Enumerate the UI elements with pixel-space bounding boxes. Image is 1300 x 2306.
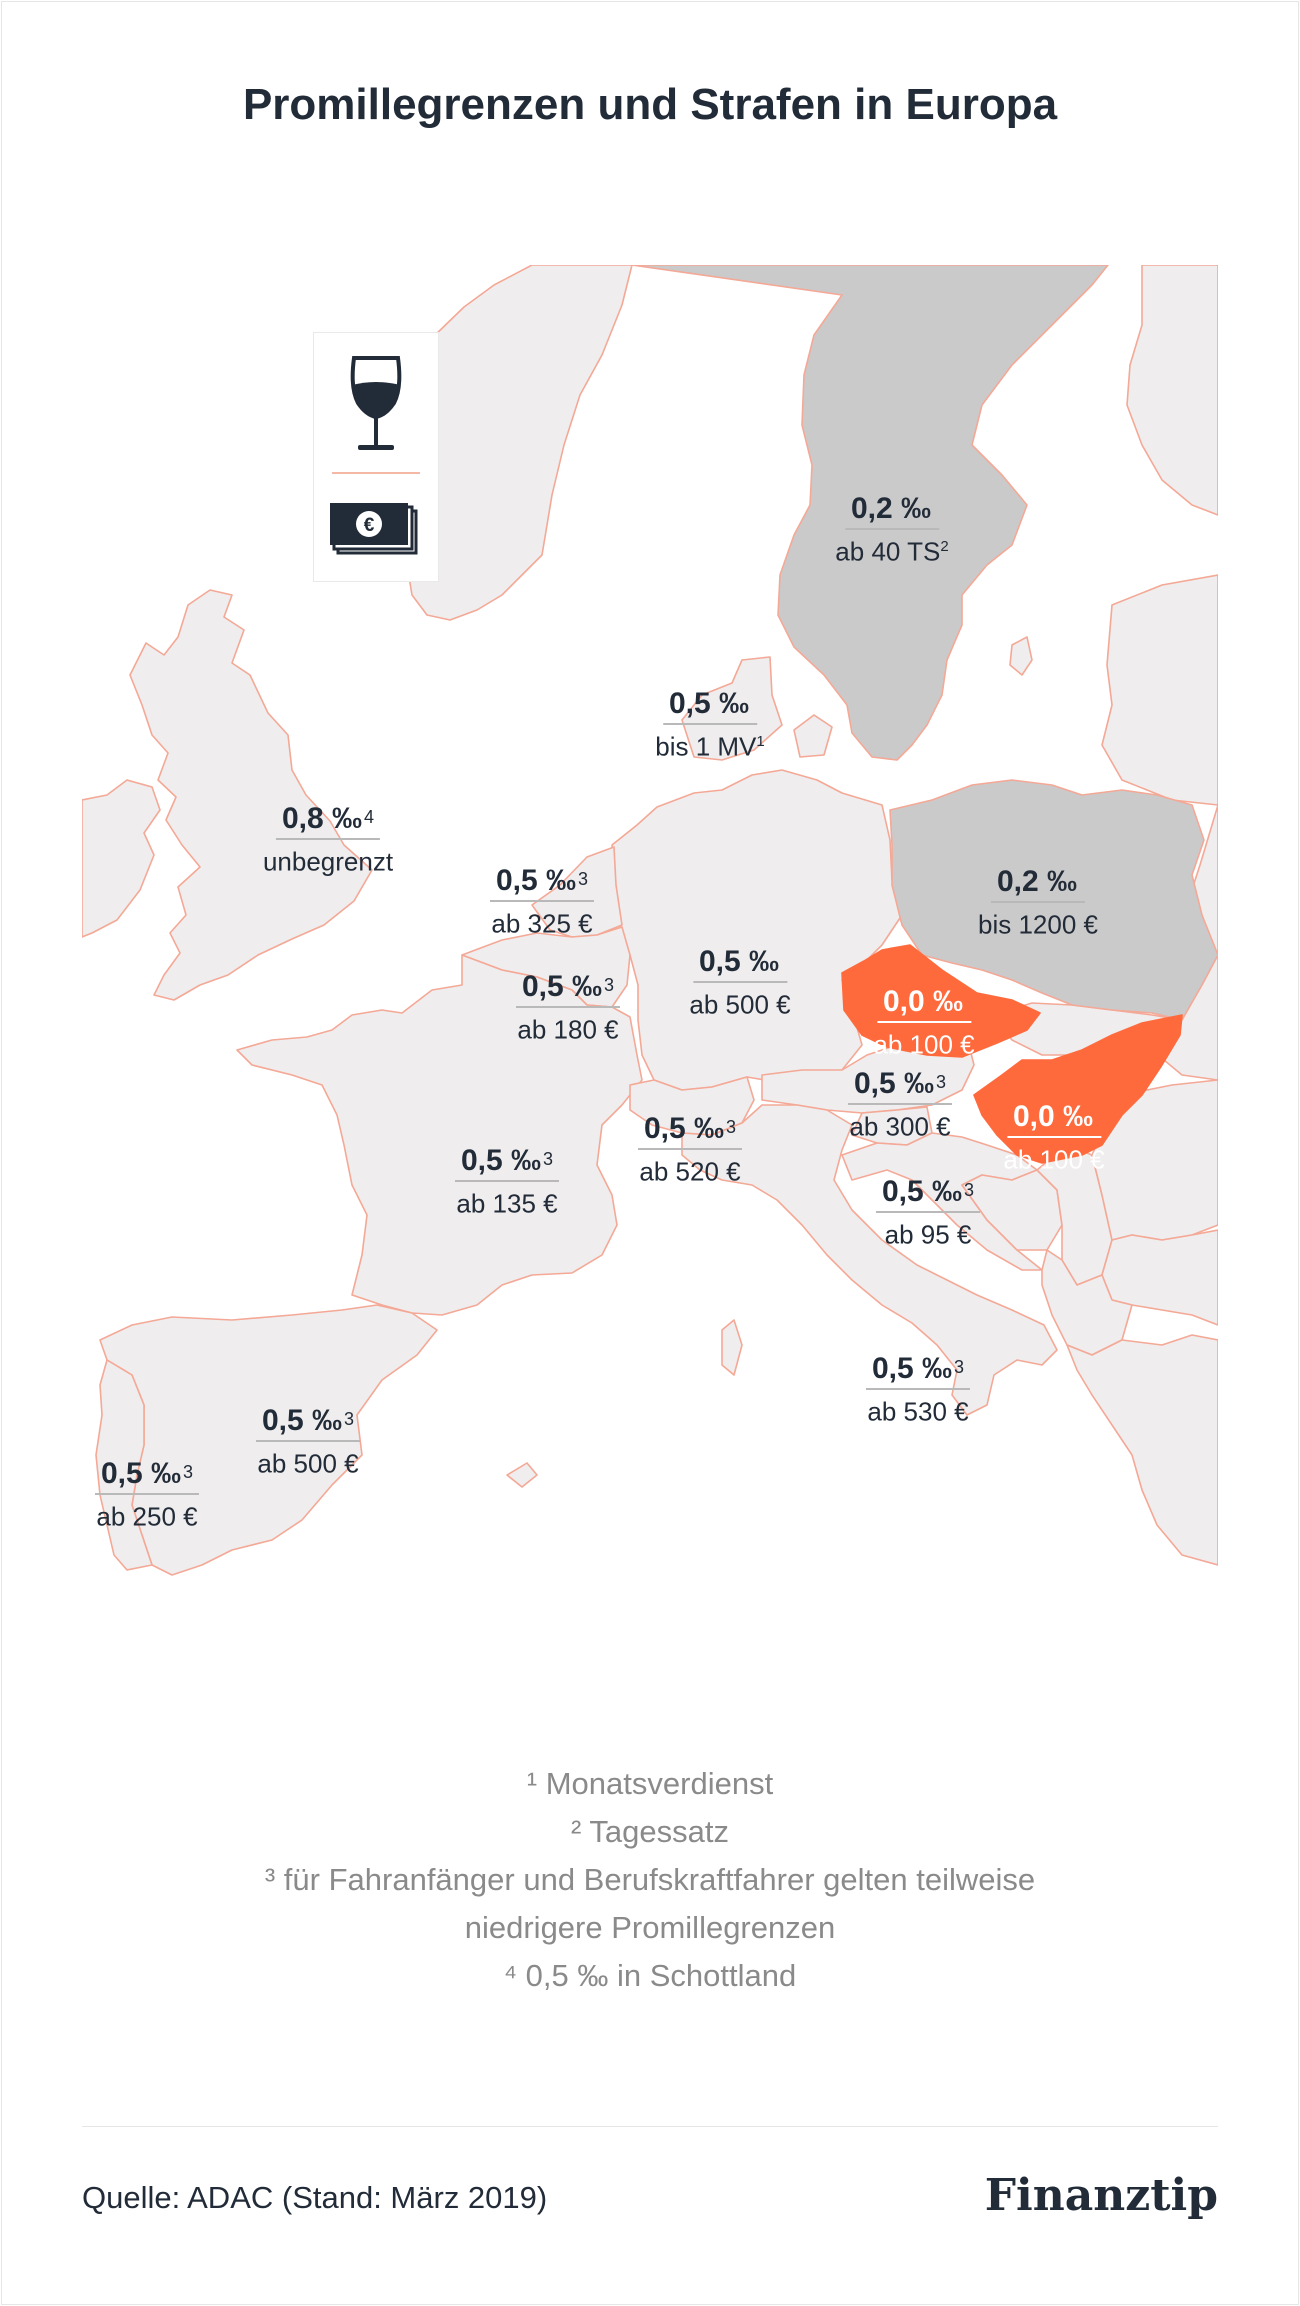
penalty-france: ab 135 € <box>456 1188 558 1219</box>
penalty-netherlands: ab 325 € <box>491 908 593 939</box>
land-sweden <box>631 265 1109 761</box>
land-corsica <box>721 1319 743 1376</box>
limit-poland: 0,2 ‰ <box>990 863 1086 903</box>
land-gotland <box>1009 636 1033 676</box>
limit-croatia: 0,5 ‰ 3 <box>875 1173 981 1213</box>
penalty-austria: ab 300 € <box>849 1111 951 1142</box>
penalty-belgium: ab 180 € <box>517 1014 619 1045</box>
limit-hungary: 0,0 ‰ <box>1006 1098 1102 1138</box>
label-denmark: 0,5 ‰ bis 1 MV1 <box>655 685 765 764</box>
brand-logo: Finanztip <box>984 2170 1218 2221</box>
land-france <box>236 954 643 1316</box>
limit-sweden: 0,2 ‰ <box>844 490 940 530</box>
footnotes: ¹ Monatsverdienst ² Tagessatz ³ für Fahr… <box>0 1760 1300 2000</box>
limit-great-britain: 0,8 ‰ 4 <box>275 800 381 840</box>
label-hungary: 0,0 ‰ ab 100 € <box>1003 1098 1104 1177</box>
penalty-poland: bis 1200 € <box>978 909 1098 940</box>
land-balearics <box>506 1462 538 1488</box>
limit-germany: 0,5 ‰ <box>692 943 788 983</box>
label-italy: 0,5 ‰ 3 ab 530 € <box>865 1350 971 1429</box>
label-great-britain: 0,8 ‰ 4 unbegrenzt <box>263 800 393 879</box>
limit-belgium: 0,5 ‰ 3 <box>515 968 621 1008</box>
svg-text:€: € <box>364 515 375 536</box>
footnote-3-continued: niedrigere Promillegrenzen <box>464 1910 836 1945</box>
land-great-britain <box>129 589 373 1001</box>
limit-portugal: 0,5 ‰ 3 <box>94 1455 200 1495</box>
land-netherlands <box>531 846 623 938</box>
limit-france: 0,5 ‰ 3 <box>454 1142 560 1182</box>
label-croatia: 0,5 ‰ 3 ab 95 € <box>875 1173 981 1252</box>
land-ireland <box>82 779 161 938</box>
label-austria: 0,5 ‰ 3 ab 300 € <box>847 1065 953 1144</box>
map-svg <box>82 265 1218 1576</box>
penalty-czech-republic: ab 100 € <box>873 1029 975 1060</box>
penalty-italy: ab 530 € <box>867 1396 969 1427</box>
penalty-croatia: ab 95 € <box>884 1219 972 1250</box>
limit-spain: 0,5 ‰ 3 <box>255 1402 361 1442</box>
label-sweden: 0,2 ‰ ab 40 TS2 <box>835 490 948 569</box>
land-danish-islands <box>793 714 833 758</box>
land-finland <box>1126 265 1218 516</box>
footer-divider <box>82 2126 1218 2127</box>
land-greece <box>1066 1334 1218 1566</box>
label-france: 0,5 ‰ 3 ab 135 € <box>454 1142 560 1221</box>
penalty-germany: ab 500 € <box>689 989 791 1020</box>
footnote-2: ² Tagessatz <box>571 1814 729 1849</box>
footnote-1: ¹ Monatsverdienst <box>526 1766 774 1801</box>
label-netherlands: 0,5 ‰ 3 ab 325 € <box>489 862 595 941</box>
land-switzerland <box>629 1076 755 1136</box>
limit-czech-republic: 0,0 ‰ <box>876 983 972 1023</box>
penalty-spain: ab 500 € <box>257 1448 359 1479</box>
penalty-great-britain: unbegrenzt <box>262 846 394 877</box>
label-switzerland: 0,5 ‰ 3 ab 520 € <box>637 1110 743 1189</box>
wine-glass-icon <box>350 356 402 450</box>
page-title: Promillegrenzen und Strafen in Europa <box>242 80 1058 129</box>
limit-austria: 0,5 ‰ 3 <box>847 1065 953 1105</box>
penalty-hungary: ab 100 € <box>1003 1144 1105 1175</box>
limit-netherlands: 0,5 ‰ 3 <box>489 862 595 902</box>
penalty-portugal: ab 250 € <box>96 1501 198 1532</box>
europe-map: 0,2 ‰ ab 40 TS2 0,5 ‰ bis 1 MV1 0,8 ‰ 4 u… <box>82 265 1218 1625</box>
land-czech-republic <box>841 944 1041 1058</box>
land-italy <box>681 1104 1058 1416</box>
limit-switzerland: 0,5 ‰ 3 <box>637 1110 743 1150</box>
limit-denmark: 0,5 ‰ <box>662 685 758 725</box>
source-note: Quelle: ADAC (Stand: März 2019) <box>82 2180 548 2215</box>
penalty-sweden: ab 40 TS2 <box>835 536 949 567</box>
land-denmark <box>681 656 783 761</box>
label-portugal: 0,5 ‰ 3 ab 250 € <box>94 1455 200 1534</box>
label-germany: 0,5 ‰ ab 500 € <box>689 943 790 1022</box>
map-legend: € <box>313 332 439 582</box>
limit-italy: 0,5 ‰ 3 <box>865 1350 971 1390</box>
money-bills-euro-icon: € <box>330 503 418 555</box>
legend-separator <box>332 472 420 474</box>
land-poland <box>889 779 1218 1021</box>
label-czech-republic: 0,0 ‰ ab 100 € <box>873 983 974 1062</box>
label-poland: 0,2 ‰ bis 1200 € <box>978 863 1098 942</box>
label-belgium-luxembourg: 0,5 ‰ 3 ab 180 € <box>515 968 621 1047</box>
land-hungary <box>973 1014 1183 1164</box>
penalty-denmark: bis 1 MV1 <box>655 731 765 762</box>
land-baltics <box>1101 574 1218 806</box>
footnote-3: ³ für Fahranfänger und Berufskraftfahrer… <box>264 1862 1036 1897</box>
penalty-switzerland: ab 520 € <box>639 1156 741 1187</box>
land-portugal <box>95 1359 153 1571</box>
land-germany <box>611 769 903 1091</box>
label-spain: 0,5 ‰ 3 ab 500 € <box>255 1402 361 1481</box>
footnote-4: ⁴ 0,5 ‰ in Schottland <box>503 1958 797 1993</box>
